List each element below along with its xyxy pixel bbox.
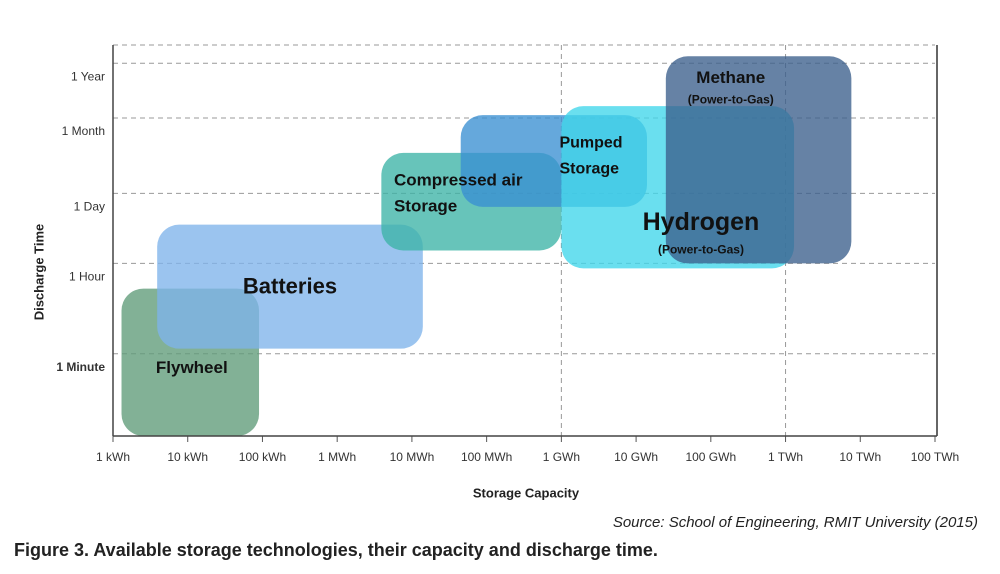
x-axis-label: Storage Capacity bbox=[473, 485, 580, 500]
source: Source: School of Engineering, RMIT Univ… bbox=[613, 514, 978, 531]
region-label: Batteries bbox=[243, 273, 337, 298]
x-tick-label: 100 MWh bbox=[461, 450, 512, 464]
region-sublabel: (Power-to-Gas) bbox=[658, 242, 744, 256]
region-label: Compressed air bbox=[394, 170, 523, 189]
boxes bbox=[121, 56, 852, 436]
x-tick-label: 1 GWh bbox=[543, 450, 580, 464]
region-label: Hydrogen bbox=[643, 208, 760, 236]
x-tick-label: 100 TWh bbox=[911, 450, 959, 464]
x-tick-label: 100 kWh bbox=[239, 450, 286, 464]
y-tick-label: 1 Day bbox=[74, 200, 105, 214]
y-tick-label: 1 Year bbox=[71, 69, 105, 83]
x-tick-label: 10 MWh bbox=[390, 450, 435, 464]
region-label: Storage bbox=[394, 196, 457, 215]
x-tick-label: 1 TWh bbox=[768, 450, 803, 464]
x-tick-label: 1 MWh bbox=[318, 450, 356, 464]
region-label: Flywheel bbox=[156, 358, 228, 377]
y-axis-label: Discharge Time bbox=[31, 224, 46, 321]
region-label: Methane bbox=[696, 68, 765, 87]
region-sublabel: (Power-to-Gas) bbox=[688, 92, 774, 106]
x-tick-label: 10 kWh bbox=[167, 450, 208, 464]
x-tick-label: 1 kWh bbox=[96, 450, 130, 464]
caption: Figure 3. Available storage technologies… bbox=[14, 540, 658, 560]
storage-region bbox=[157, 224, 423, 349]
y-tick-label: 1 Hour bbox=[69, 270, 105, 284]
x-tick-label: 100 GWh bbox=[685, 450, 736, 464]
region-label: Storage bbox=[559, 160, 619, 177]
x-tick-label: 10 GWh bbox=[614, 450, 658, 464]
x-tick-label: 10 TWh bbox=[839, 450, 881, 464]
y-tick-label: 1 Month bbox=[62, 124, 105, 138]
region-label: Pumped bbox=[559, 134, 622, 151]
storage-region bbox=[665, 56, 852, 264]
y-tick-label: 1 Minute bbox=[56, 360, 105, 374]
